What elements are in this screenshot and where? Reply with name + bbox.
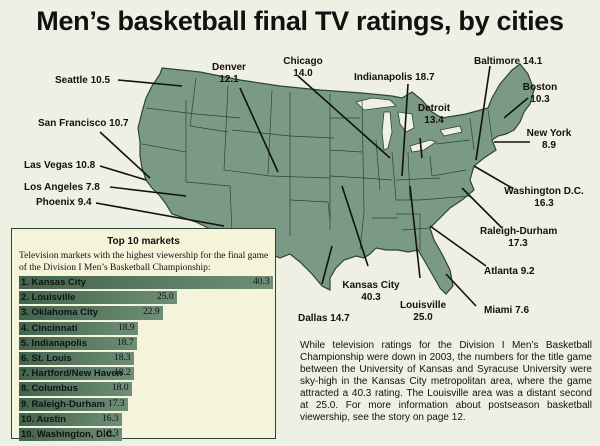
- top10-row: 1. Kansas City 40.3: [19, 276, 273, 290]
- label-louisville: Louisville 25.0: [399, 300, 447, 323]
- top10-rating-value: 18.2: [114, 368, 131, 379]
- top10-market-name: 8. Columbus: [21, 383, 79, 395]
- top10-bar: [19, 412, 122, 426]
- top10-market-name: 10. Washington, D.C.: [21, 428, 116, 440]
- top10-bar: [19, 367, 134, 381]
- top10-rating-value: 18.0: [112, 383, 129, 394]
- top10-row: 5. Indianapolis 18.7: [19, 336, 273, 350]
- top10-row: 6. St. Louis 18.3: [19, 351, 273, 366]
- top10-row: 7. Hartford/New Haven 18.2: [19, 367, 273, 381]
- label-seattle: Seattle 10.5: [55, 75, 111, 86]
- page-title: Men’s basketball final TV ratings, by ci…: [36, 6, 564, 36]
- label-baltimore: Baltimore 14.1: [474, 56, 543, 67]
- label-detroit: Detroit 13.4: [417, 103, 451, 126]
- caption: While television ratings for the Divisio…: [300, 340, 592, 423]
- label-las-vegas: Las Vegas 10.8: [24, 160, 96, 171]
- top10-bar: [19, 336, 137, 350]
- label-san-francisco: San Francisco 10.7: [38, 118, 129, 129]
- label-atlanta: Atlanta 9.2: [484, 266, 535, 277]
- top10-row: 4. Cincinnati 18.9: [19, 321, 273, 335]
- top10-rating-value: 18.3: [114, 352, 131, 363]
- top10-market-name: 2. Louisville: [21, 292, 76, 304]
- top10-bar: [19, 427, 122, 442]
- top10-rating-value: 17.3: [108, 398, 125, 409]
- top10-market-name: 3. Oklahoma City: [21, 307, 99, 319]
- top10-description: Television markets with the highest view…: [19, 251, 269, 273]
- label-indianapolis: Indianapolis 18.7: [354, 72, 435, 83]
- label-phoenix: Phoenix 9.4: [36, 197, 92, 208]
- label-raleigh: Raleigh-Durham 17.3: [480, 226, 558, 249]
- top10-list: 1. Kansas City 40.3 2. Louisville 25.0 3. Ok…: [19, 276, 273, 443]
- top10-panel: Top 10 markets Television markets with t…: [11, 228, 276, 442]
- label-washington: Washington D.C. 16.3: [504, 186, 584, 209]
- top10-bar: [19, 382, 132, 396]
- top10-rating-value: 16.3: [102, 413, 119, 424]
- top10-bar: [19, 291, 177, 305]
- top10-market-name: 1. Kansas City: [21, 277, 86, 288]
- state-borders: [141, 77, 493, 251]
- top10-bar: [19, 351, 134, 366]
- lake-erie: [409, 139, 437, 153]
- top10-market-name: 6. St. Louis: [21, 352, 72, 364]
- top10-bar: [19, 397, 128, 411]
- top10-market-name: 10. Austin: [21, 413, 67, 425]
- top10-rating-value: 22.9: [143, 307, 160, 318]
- top10-rating-value: 18.7: [117, 337, 134, 348]
- label-kansas-city: Kansas City 40.3: [342, 280, 400, 303]
- lake-michigan: [381, 111, 393, 151]
- top10-rating-value: 25.0: [157, 292, 174, 303]
- top10-market-name: 7. Hartford/New Haven: [21, 368, 123, 380]
- top10-row: 10. Washington, D.C. 16.3: [19, 427, 273, 442]
- label-new-york: New York 8.9: [526, 128, 572, 151]
- top10-bar: [19, 321, 138, 335]
- label-denver: Denver 12.1: [212, 62, 246, 85]
- top10-market-name: 4. Cincinnati: [21, 322, 78, 334]
- label-miami: Miami 7.6: [484, 305, 530, 316]
- top10-market-name: 9. Raleigh-Durham: [21, 398, 105, 410]
- top10-bar: [19, 276, 273, 290]
- top10-rating-value: 18.9: [118, 322, 135, 333]
- lake-superior: [355, 97, 397, 111]
- top10-market-name: 5. Indianapolis: [21, 337, 87, 349]
- top10-bar: [19, 306, 163, 320]
- label-dallas: Dallas 14.7: [298, 313, 350, 324]
- top10-row: 10. Austin 16.3: [19, 412, 273, 426]
- lake-ontario: [439, 125, 463, 137]
- top10-row: 8. Columbus 18.0: [19, 382, 273, 396]
- top10-row: 3. Oklahoma City 22.9: [19, 306, 273, 320]
- label-los-angeles: Los Angeles 7.8: [24, 182, 100, 193]
- top10-title: Top 10 markets: [107, 236, 180, 247]
- us-outline: [137, 63, 535, 295]
- top10-rating-value: 40.3: [253, 277, 270, 287]
- top10-rating-value: 16.3: [102, 428, 119, 439]
- leader-lines: [95, 65, 530, 307]
- label-chicago: Chicago 14.0: [283, 56, 323, 79]
- label-boston: Boston 10.3: [522, 82, 558, 105]
- top10-row: 2. Louisville 25.0: [19, 291, 273, 305]
- top10-row: 9. Raleigh-Durham 17.3: [19, 397, 273, 411]
